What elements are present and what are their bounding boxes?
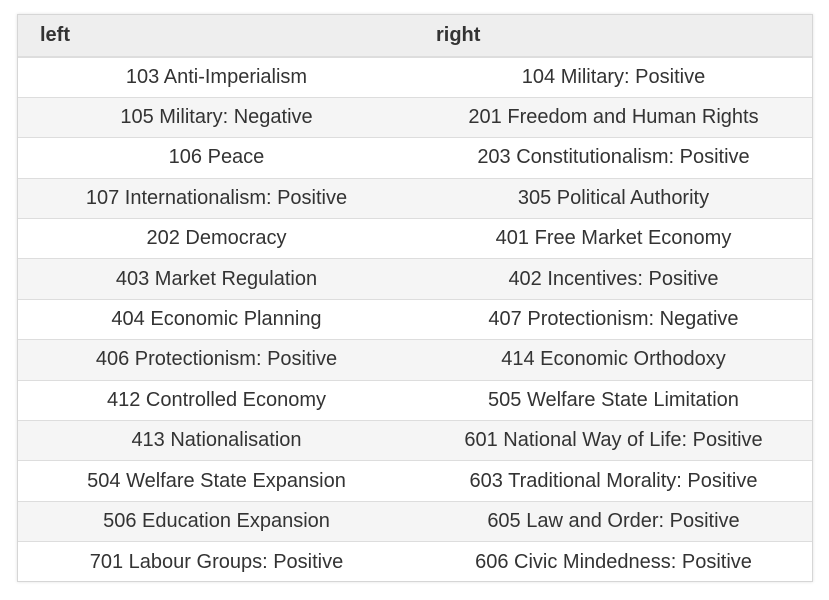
table-row: 504 Welfare State Expansion 603 Tradition… [18, 460, 812, 501]
table-cell-right: 605 Law and Order: Positive [487, 509, 740, 532]
column-header-right[interactable]: right [415, 15, 812, 58]
table-cell-left: 504 Welfare State Expansion [87, 469, 346, 492]
table-cell-left: 506 Education Expansion [103, 509, 330, 532]
left-right-table: left right 103 Anti-Imperialism 104 Milit… [18, 15, 812, 581]
table-row: 107 Internationalism: Positive 305 Politi… [18, 178, 812, 219]
table-cell-right: 203 Constitutionalism: Positive [477, 146, 750, 169]
table-row: 105 Military: Negative 201 Freedom and Hu… [18, 97, 812, 138]
table-cell-right: 505 Welfare State Limitation [488, 388, 739, 411]
table-cell-right: 603 Traditional Morality: Positive [469, 469, 758, 492]
table-cell-right: 104 Military: Positive [521, 65, 706, 88]
table-cell-right: 401 Free Market Economy [495, 227, 732, 250]
table-cell-left: 403 Market Regulation [115, 267, 318, 290]
column-header-left[interactable]: left [18, 15, 415, 58]
table-cell-left: 406 Protectionism: Positive [95, 348, 338, 371]
table-cell-right: 407 Protectionism: Negative [488, 308, 739, 331]
table-cell-left: 103 Anti-Imperialism [125, 65, 308, 88]
table-cell-right: 601 National Way of Life: Positive [464, 429, 763, 452]
table-cell-right: 402 Incentives: Positive [508, 267, 719, 290]
table-row: 406 Protectionism: Positive 414 Economic … [18, 339, 812, 381]
table-cell-left: 107 Internationalism: Positive [85, 186, 348, 209]
table-cell-left: 106 Peace [168, 146, 265, 169]
header-row: left right [18, 15, 812, 58]
table-row: 103 Anti-Imperialism 104 Military: Positi… [18, 57, 812, 97]
table-cell-left: 413 Nationalisation [131, 429, 302, 452]
table-row: 506 Education Expansion 605 Law and Order… [18, 501, 812, 542]
table-cell-left: 105 Military: Negative [120, 106, 313, 129]
table-cell-left: 404 Economic Planning [111, 308, 322, 331]
table-row: 412 Controlled Economy 505 Welfare State … [18, 380, 812, 420]
table-row: 202 Democracy 401 Free Market Economy [18, 218, 812, 259]
table-cell-right: 201 Freedom and Human Rights [468, 106, 759, 129]
table-cell-right: 305 Political Authority [517, 186, 710, 209]
table-row: 404 Economic Planning 407 Protectionism: … [18, 299, 812, 339]
table-cell-left: 701 Labour Groups: Positive [89, 550, 344, 573]
table-row: 413 Nationalisation 601 National Way of L… [18, 420, 812, 461]
table-container: left right 103 Anti-Imperialism 104 Milit… [17, 14, 813, 582]
table-cell-right: 414 Economic Orthodoxy [501, 348, 726, 371]
table-header: left right [18, 15, 812, 58]
table-cell-left: 202 Democracy [146, 227, 287, 250]
table-body: 103 Anti-Imperialism 104 Military: Positi… [18, 57, 812, 581]
table-row: 106 Peace 203 Constitutionalism: Positive [18, 137, 812, 178]
table-row: 701 Labour Groups: Positive 606 Civic Min… [18, 541, 812, 581]
table-cell-right: 606 Civic Mindedness: Positive [475, 550, 752, 573]
table-cell-left: 412 Controlled Economy [106, 388, 326, 411]
table-row: 403 Market Regulation 402 Incentives: Pos… [18, 258, 812, 300]
